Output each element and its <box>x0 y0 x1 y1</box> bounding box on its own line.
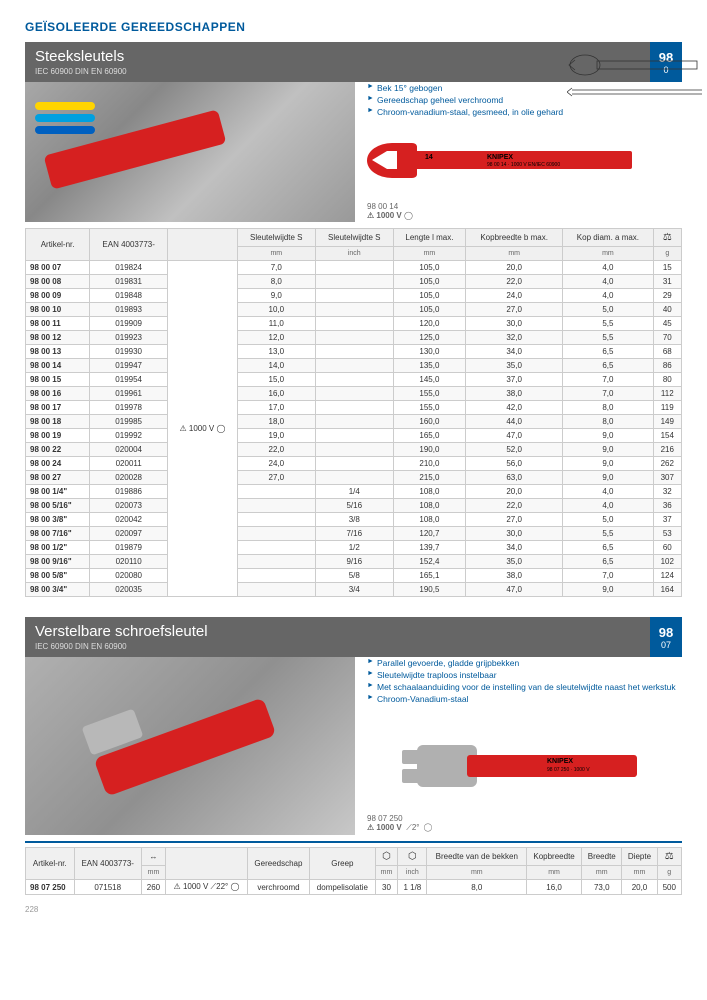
table-row: 98 00 3/4"0200353/4190,547,09,0164 <box>26 583 682 597</box>
table-row: 98 00 1701997817,0155,042,08,0119 <box>26 401 682 415</box>
table-row: 98 00 1901999219,0165,047,09,0154 <box>26 429 682 443</box>
table-row: 98 00 1001989310,0105,027,05,040 <box>26 303 682 317</box>
table-row: 98 00 1801998518,0160,044,08,0149 <box>26 415 682 429</box>
section2-header: Verstelbare schroefsleutel IEC 60900 DIN… <box>25 617 682 657</box>
hex-icon <box>382 852 391 861</box>
table-row: 98 00 3/8"0200423/8108,027,05,037 <box>26 513 682 527</box>
bullet-item: Met schaalaanduiding voor de instelling … <box>367 681 682 693</box>
section2-table: Artikel-nr. EAN 4003773- ↔ Gereedschap G… <box>25 847 682 895</box>
section1-product-image: 14 KNIPEX 98 00 14 · 1000 V EN/IEC 60900 <box>367 133 647 198</box>
page-number: 228 <box>25 905 682 914</box>
table-row: 98 00 2202000422,0190,052,09,0216 <box>26 443 682 457</box>
section2-photo <box>25 657 355 835</box>
section1-subtitle: IEC 60900 DIN EN 60900 <box>35 67 640 76</box>
weight-icon <box>663 233 672 242</box>
section2-code: 98 07 <box>650 617 682 657</box>
table-row: 98 00 2402001124,0210,056,09,0262 <box>26 457 682 471</box>
table-row: 98 00 090198489,0105,024,04,029 <box>26 289 682 303</box>
section2-bullets: Parallel gevoerde, gladde grijpbekkenSle… <box>367 657 682 705</box>
table-row: 98 00 7/16"0200977/16120,730,05,553 <box>26 527 682 541</box>
section2-subtitle: IEC 60900 DIN EN 60900 <box>35 642 640 651</box>
table-row: 98 00 5/16"0200735/16108,022,04,036 <box>26 499 682 513</box>
section1-product-meta: 98 00 14 ⚠ 1000 V ◯ <box>367 202 682 220</box>
table-row: 98 00 07019824⚠ 1000 V ◯7,0105,020,04,01… <box>26 261 682 275</box>
page-header: GEÏSOLEERDE GEREEDSCHAPPEN <box>25 20 682 34</box>
section1-photo <box>25 82 355 222</box>
section1-title: Steeksleutels <box>35 48 640 65</box>
table-row: 98 00 1601996116,0155,038,07,0112 <box>26 387 682 401</box>
table-row: 98 00 080198318,0105,022,04,031 <box>26 275 682 289</box>
table-row: 98 00 1401994714,0135,035,06,586 <box>26 359 682 373</box>
bullet-item: Parallel gevoerde, gladde grijpbekken <box>367 657 682 669</box>
hex-icon <box>408 852 417 861</box>
section2-product-image: KNIPEX 98 07 250 · 1000 V <box>367 730 647 810</box>
section2-title: Verstelbare schroefsleutel <box>35 623 640 640</box>
table-row: 98 07 250 071518 260 ⚠ 1000 V ⟋22° ◯ ver… <box>26 880 682 895</box>
table-row: 98 00 1/2"0198791/2139,734,06,560 <box>26 541 682 555</box>
table-row: 98 00 5/8"0200805/8165,138,07,0124 <box>26 569 682 583</box>
table-row: 98 00 2702002827,0215,063,09,0307 <box>26 471 682 485</box>
section2-product-meta: 98 07 250 ⚠ 1000 V ⟋2° ◯ <box>367 814 682 833</box>
bullet-item: Sleutelwijdte traploos instelbaar <box>367 669 682 681</box>
tech-drawing-icon <box>567 50 707 110</box>
table-row: 98 00 1301993013,0130,034,06,568 <box>26 345 682 359</box>
weight-icon <box>665 852 674 861</box>
section1-table: Artikel-nr. EAN 4003773- Sleutelwijdte S… <box>25 228 682 597</box>
table-row: 98 00 9/16"0201109/16152,435,06,5102 <box>26 555 682 569</box>
table-row: 98 00 1/4"0198861/4108,020,04,032 <box>26 485 682 499</box>
table-row: 98 00 1201992312,0125,032,05,570 <box>26 331 682 345</box>
table-row: 98 00 1501995415,0145,037,07,080 <box>26 373 682 387</box>
table-row: 98 00 1101990911,0120,030,05,545 <box>26 317 682 331</box>
bullet-item: Chroom-Vanadium-staal <box>367 693 682 705</box>
